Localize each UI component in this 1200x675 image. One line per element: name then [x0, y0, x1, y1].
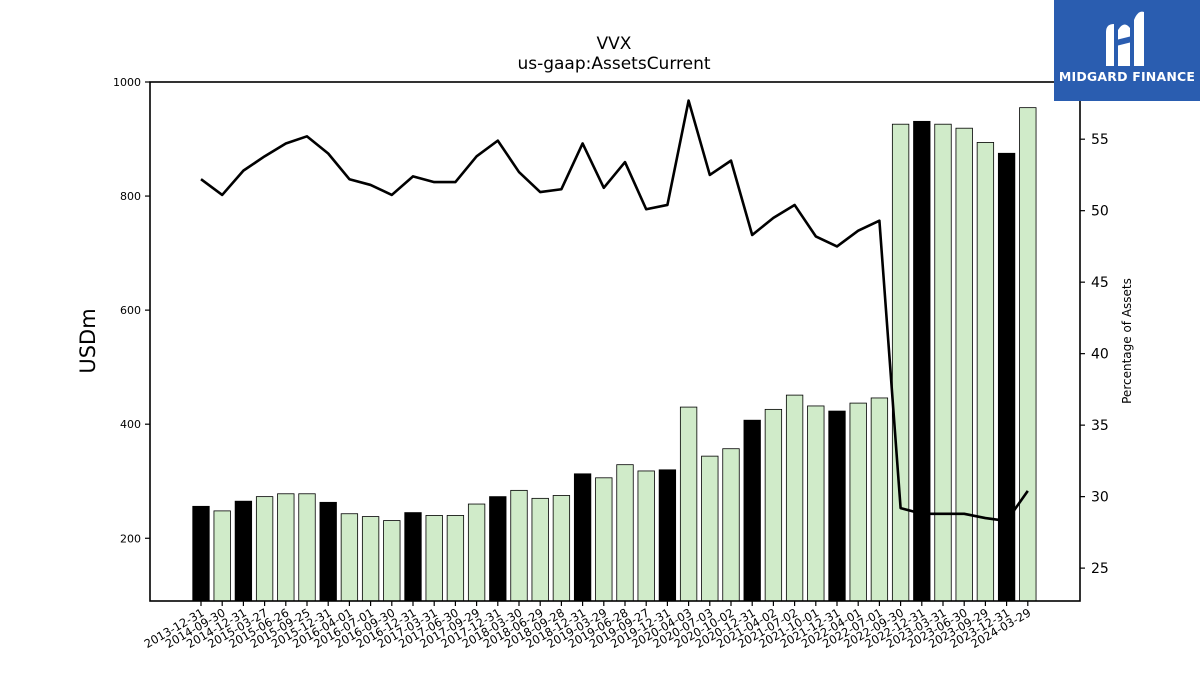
y2-tick-label: 35	[1091, 418, 1109, 434]
y-tick-label: 200	[120, 532, 141, 545]
bar	[722, 448, 740, 602]
bar	[467, 503, 486, 602]
y-tick-label: 600	[120, 304, 141, 317]
y-tick-label: 1000	[113, 76, 141, 89]
bar	[913, 120, 931, 602]
bar	[764, 408, 783, 602]
brand-name: MIDGARD FINANCE	[1058, 69, 1196, 84]
midgard-logo-icon	[1106, 11, 1144, 67]
y2-tick-label: 30	[1091, 490, 1109, 506]
y2-tick-label: 50	[1091, 204, 1109, 220]
y2-tick-label: 55	[1091, 132, 1109, 148]
bar	[955, 127, 973, 602]
bar	[891, 123, 910, 602]
bar	[404, 512, 422, 602]
bar	[319, 501, 337, 602]
y2-tick-label: 45	[1091, 275, 1109, 291]
bar	[934, 123, 952, 602]
bar	[679, 406, 698, 602]
bar	[277, 493, 295, 602]
bar	[785, 394, 804, 602]
bar	[234, 500, 253, 602]
bar	[1019, 107, 1037, 602]
y2-axis-label: Percentage of Assets	[1120, 278, 1134, 404]
bar	[807, 405, 825, 602]
bar	[425, 515, 443, 602]
bar	[383, 520, 401, 602]
bar	[361, 516, 380, 602]
bar	[573, 473, 592, 602]
line-series	[200, 99, 1029, 523]
bar	[192, 505, 210, 602]
bar	[213, 510, 231, 602]
chart-title: VVX	[597, 34, 632, 54]
bar	[340, 513, 359, 602]
bar	[976, 142, 995, 602]
bar	[595, 477, 613, 602]
bar	[870, 397, 889, 602]
bar	[489, 496, 507, 602]
bars	[192, 107, 1037, 602]
bar	[658, 469, 677, 602]
axes: 2004006008001000253035404550552013-12-31…	[113, 76, 1109, 651]
bar	[849, 402, 867, 602]
bar	[701, 455, 719, 602]
bar	[531, 497, 549, 602]
bar	[637, 470, 655, 602]
y-tick-label: 800	[120, 190, 141, 203]
bar	[446, 515, 465, 602]
bar	[997, 152, 1016, 602]
bar	[743, 419, 761, 602]
bar	[510, 489, 528, 602]
line-percentage-of-assets	[200, 99, 1029, 523]
y2-tick-label: 40	[1091, 347, 1109, 363]
y2-tick-label: 25	[1091, 561, 1109, 577]
bar	[552, 495, 571, 602]
brand-logo: MIDGARD FINANCE	[1054, 0, 1200, 101]
bar	[828, 410, 846, 602]
plot-frame	[149, 81, 1081, 602]
bar	[616, 464, 634, 602]
y-tick-label: 400	[120, 418, 141, 431]
bar	[255, 496, 274, 602]
bar	[298, 493, 316, 602]
y-axis-label: USDm	[76, 308, 100, 373]
chart-subtitle: us-gaap:AssetsCurrent	[517, 54, 710, 74]
